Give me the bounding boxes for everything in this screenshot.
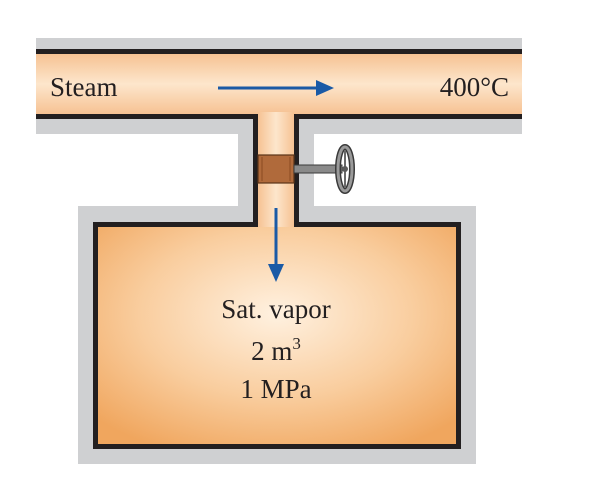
tank-pressure-label: 1 MPa [240, 374, 311, 404]
pipe-interior [36, 54, 522, 114]
steam-label: Steam [50, 72, 118, 102]
handwheel-icon[interactable] [335, 144, 355, 194]
temperature-label: 400°C [440, 72, 509, 102]
flow-arrow-down-icon [268, 208, 284, 282]
tank-state-label: Sat. vapor [221, 294, 330, 324]
tank-volume-exponent: 3 [292, 334, 301, 353]
flow-arrow-right-icon [218, 80, 334, 96]
tank-volume-value: 2 m [251, 336, 292, 366]
tank-volume-label: 2 m3 [251, 334, 301, 366]
